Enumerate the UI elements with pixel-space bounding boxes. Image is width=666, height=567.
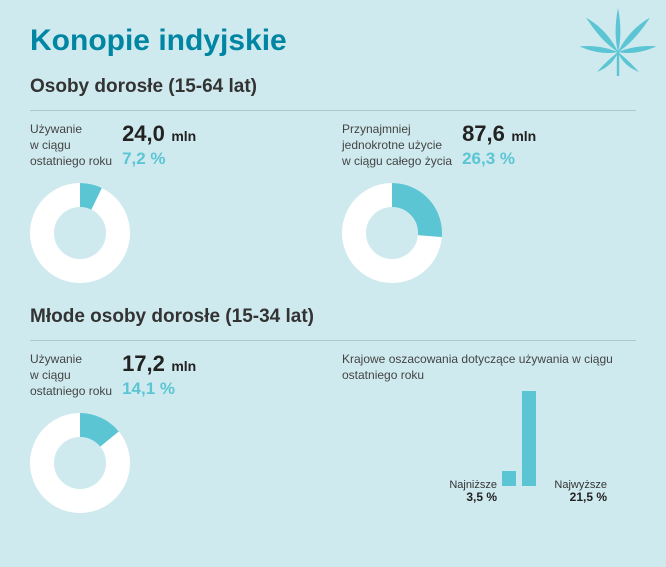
stat-label: Używaniew ciąguostatniego roku	[30, 351, 112, 400]
bar-caption: Najwyższe21,5 %	[537, 479, 607, 504]
stat-percent: 26,3 %	[462, 149, 536, 169]
stat-value-unit: mln	[511, 128, 536, 144]
stat-value-unit: mln	[171, 358, 196, 374]
bar-caption: Najniższe3,5 %	[427, 479, 497, 504]
section-heading-adults: Osoby dorosłe (15-64 lat)	[30, 76, 636, 98]
stat-value-unit: mln	[171, 128, 196, 144]
national-estimates-block: Krajowe oszacowania dotyczące używania w…	[342, 351, 636, 504]
stat-label: Używaniew ciąguostatniego roku	[30, 121, 112, 170]
bar-chart: Najniższe3,5 % Najwyższe21,5 %	[342, 389, 636, 504]
stat-percent: 14,1 %	[122, 379, 196, 399]
donut-chart	[342, 183, 636, 288]
section-young-adults: Młode osoby dorosłe (15-34 lat) Używanie…	[30, 306, 636, 518]
section-heading-young: Młode osoby dorosłe (15-34 lat)	[30, 306, 636, 328]
stat-percent: 7,2 %	[122, 149, 196, 169]
page-title: Konopie indyjskie	[30, 24, 636, 58]
stat-label: Przynajmniejjednokrotne użyciew ciągu ca…	[342, 121, 452, 170]
donut-chart	[30, 413, 324, 518]
bar-chart-label: Krajowe oszacowania dotyczące używania w…	[342, 351, 636, 383]
divider	[30, 110, 636, 111]
stat-block-young-last-year: Używaniew ciąguostatniego roku 17,2 mln …	[30, 351, 324, 518]
stat-value-number: 24,0	[122, 121, 165, 146]
divider	[30, 340, 636, 341]
bar	[502, 471, 516, 486]
section-adults: Osoby dorosłe (15-64 lat) Używaniew ciąg…	[30, 76, 636, 288]
stat-block-adults-lifetime: Przynajmniejjednokrotne użyciew ciągu ca…	[342, 121, 636, 288]
cannabis-leaf-icon	[578, 8, 658, 93]
donut-chart	[30, 183, 324, 288]
bar	[522, 391, 536, 486]
stat-value-number: 17,2	[122, 351, 165, 376]
stat-block-adults-last-year: Używaniew ciąguostatniego roku 24,0 mln …	[30, 121, 324, 288]
stat-value-number: 87,6	[462, 121, 505, 146]
